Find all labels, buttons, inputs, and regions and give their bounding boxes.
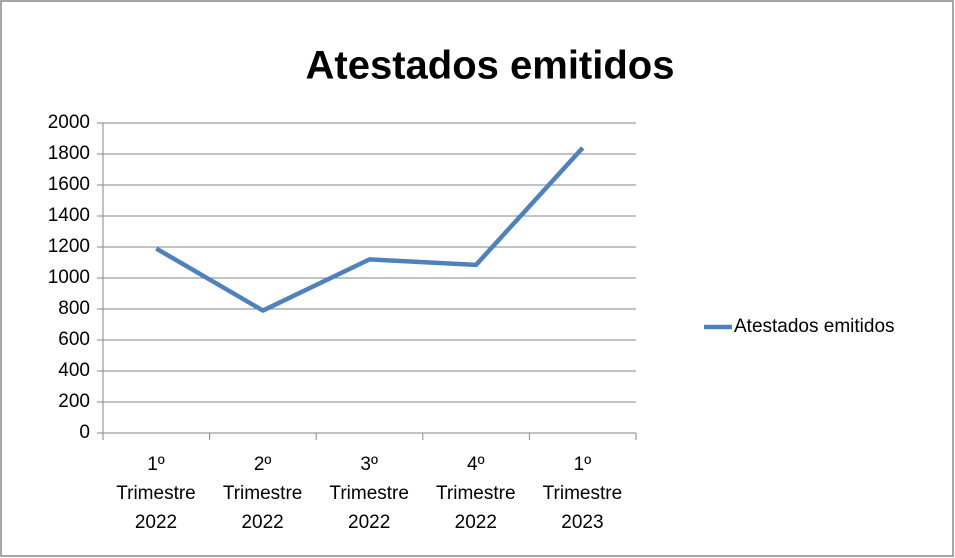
- x-tick-label: 4º Trimestre 2022: [436, 454, 516, 533]
- x-tick-label: 1º Trimestre 2022: [116, 454, 196, 533]
- y-tick-label: 0: [79, 422, 90, 443]
- data-line: [155, 146, 585, 313]
- y-tick-label: 1400: [48, 205, 90, 226]
- x-tick-label: 3º Trimestre 2022: [329, 454, 409, 533]
- y-tick-label: 800: [58, 298, 90, 319]
- y-tick-label: 1000: [48, 267, 90, 288]
- y-tick-label: 400: [58, 360, 90, 381]
- y-tick-label: 1600: [48, 174, 90, 195]
- legend-label: Atestados emitidos: [734, 316, 895, 337]
- y-tick-label: 1200: [48, 236, 90, 257]
- x-tick-label: 2º Trimestre 2022: [222, 454, 303, 533]
- y-tick-label: 600: [58, 329, 90, 350]
- chart-title: Atestados emitidos: [306, 44, 675, 88]
- y-tick-label: 1800: [48, 143, 90, 164]
- y-tick-label: 2000: [48, 112, 90, 133]
- x-tick-label: 1º Trimestre 2023: [542, 454, 623, 533]
- y-tick-label: 200: [58, 391, 90, 412]
